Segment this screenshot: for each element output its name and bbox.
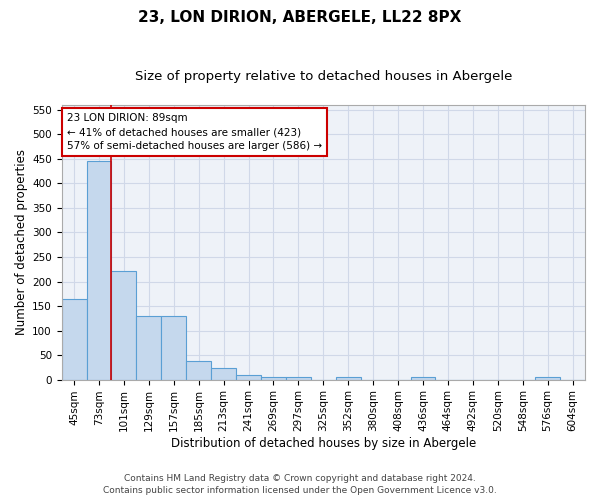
Bar: [236, 374, 261, 380]
X-axis label: Distribution of detached houses by size in Abergele: Distribution of detached houses by size …: [170, 437, 476, 450]
Bar: [211, 368, 236, 380]
Bar: [62, 298, 86, 380]
Title: Size of property relative to detached houses in Abergele: Size of property relative to detached ho…: [134, 70, 512, 83]
Y-axis label: Number of detached properties: Number of detached properties: [15, 150, 28, 336]
Bar: [286, 377, 311, 380]
Text: 23, LON DIRION, ABERGELE, LL22 8PX: 23, LON DIRION, ABERGELE, LL22 8PX: [139, 10, 461, 25]
Bar: [186, 362, 211, 380]
Bar: [535, 377, 560, 380]
Bar: [161, 316, 186, 380]
Bar: [112, 270, 136, 380]
Bar: [336, 377, 361, 380]
Text: Contains HM Land Registry data © Crown copyright and database right 2024.
Contai: Contains HM Land Registry data © Crown c…: [103, 474, 497, 495]
Bar: [136, 316, 161, 380]
Bar: [410, 377, 436, 380]
Bar: [86, 162, 112, 380]
Text: 23 LON DIRION: 89sqm
← 41% of detached houses are smaller (423)
57% of semi-deta: 23 LON DIRION: 89sqm ← 41% of detached h…: [67, 113, 322, 151]
Bar: [261, 376, 286, 380]
